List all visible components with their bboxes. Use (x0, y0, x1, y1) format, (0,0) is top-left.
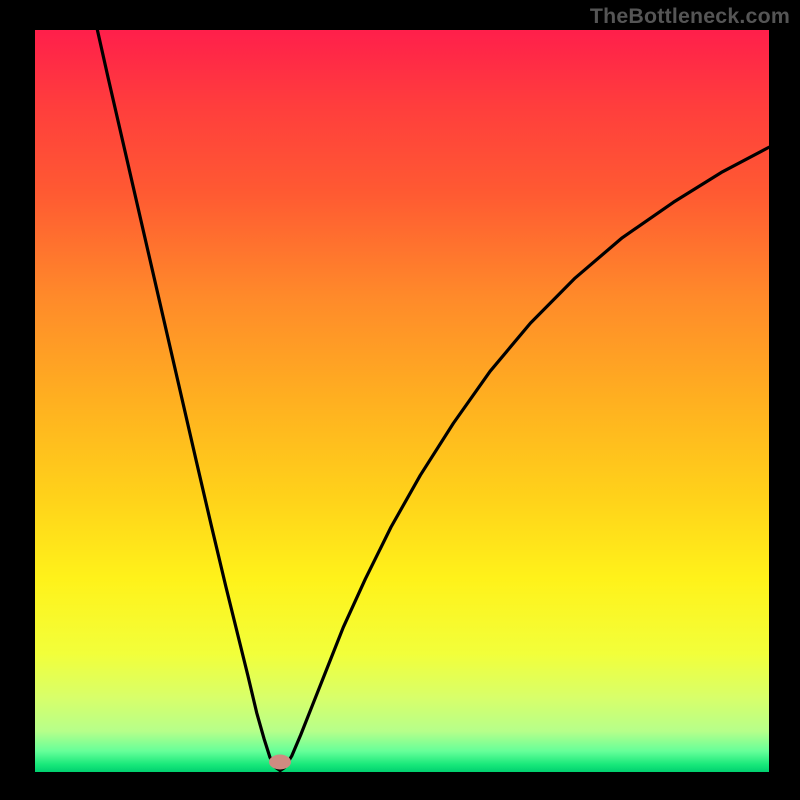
bottleneck-curve (35, 30, 769, 772)
optimal-point-marker (269, 755, 291, 770)
watermark-text: TheBottleneck.com (590, 4, 790, 29)
curve-path (97, 30, 769, 771)
chart-canvas: TheBottleneck.com (0, 0, 800, 800)
plot-area (35, 30, 769, 772)
